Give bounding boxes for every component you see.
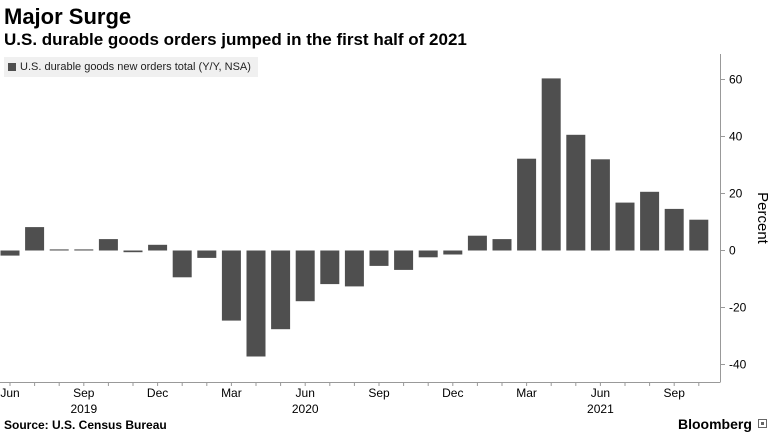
bar-2021-01 (467, 235, 487, 251)
brand-label: Bloomberg (678, 416, 752, 432)
bar-2020-09 (369, 250, 389, 266)
x-year-label: 2021 (587, 402, 614, 416)
y-axis-title: Percent (754, 192, 771, 245)
x-tick-label: Mar (221, 386, 242, 400)
bar-2019-11 (123, 250, 143, 253)
bar-2020-05 (271, 250, 291, 330)
bar-2020-10 (394, 250, 414, 270)
y-tick-label: -20 (729, 301, 747, 315)
bar-2020-06 (295, 250, 315, 302)
bar-2019-08 (49, 249, 69, 251)
brand-logo-icon (758, 419, 767, 428)
x-tick-label: Jun (296, 386, 315, 400)
bar-2020-01 (172, 250, 192, 278)
x-tick-label: Sep (664, 386, 686, 400)
y-tick-label: 40 (729, 130, 743, 144)
bar-2021-08 (640, 191, 660, 251)
x-year-label: 2019 (70, 402, 97, 416)
x-year-label: 2020 (292, 402, 319, 416)
chart-title: Major Surge (4, 4, 132, 29)
bar-2019-06 (0, 250, 20, 256)
bar-2019-09 (74, 249, 94, 251)
bar-2020-08 (344, 250, 364, 287)
x-tick-label: Jun (0, 386, 19, 400)
y-tick-label: 0 (729, 244, 736, 258)
chart-subtitle: U.S. durable goods orders jumped in the … (4, 30, 467, 49)
bar-2020-02 (197, 250, 217, 258)
bar-2021-03 (517, 158, 537, 251)
x-tick-label: Dec (442, 386, 463, 400)
y-tick-label: -40 (729, 358, 747, 372)
bar-2019-12 (148, 244, 168, 251)
bar-2020-07 (320, 250, 340, 285)
source-note: Source: U.S. Census Bureau (4, 418, 167, 432)
bar-2021-06 (590, 159, 610, 251)
legend: U.S. durable goods new orders total (Y/Y… (4, 57, 258, 77)
bar-2021-09 (664, 208, 684, 251)
x-tick-label: Dec (147, 386, 168, 400)
x-tick-label: Mar (516, 386, 537, 400)
y-tick-label: 20 (729, 187, 743, 201)
y-tick-label: 60 (729, 73, 743, 87)
bar-2020-04 (246, 250, 266, 357)
bar-2021-07 (615, 202, 635, 251)
bar-2021-10 (689, 219, 709, 251)
bar-2019-10 (98, 239, 118, 251)
bar-2021-02 (492, 239, 512, 251)
bar-2020-11 (418, 250, 438, 258)
bar-2021-04 (541, 78, 561, 251)
bar-2019-07 (25, 227, 45, 251)
x-tick-label: Jun (591, 386, 610, 400)
bar-2020-12 (443, 250, 463, 255)
legend-swatch (8, 63, 16, 71)
legend-label: U.S. durable goods new orders total (Y/Y… (20, 61, 251, 73)
bar-2020-03 (221, 250, 241, 321)
x-tick-label: Sep (73, 386, 95, 400)
x-tick-label: Sep (368, 386, 390, 400)
bar-2021-05 (566, 134, 586, 251)
